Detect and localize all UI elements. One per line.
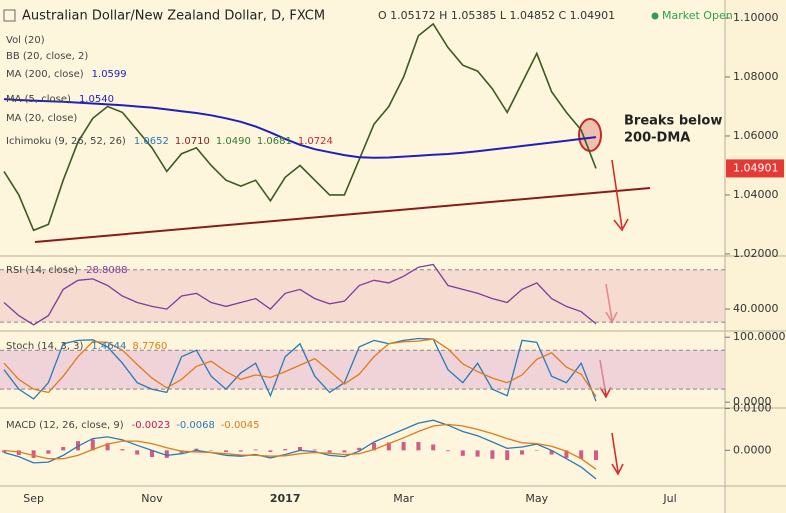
legend-label: RSI (14, close) bbox=[6, 265, 78, 276]
histogram-bar bbox=[475, 450, 480, 457]
histogram-bar bbox=[401, 441, 406, 451]
x-tick-label: Nov bbox=[141, 492, 163, 505]
histogram-bar bbox=[579, 450, 584, 459]
legend-label: Vol (20) bbox=[6, 35, 45, 46]
legend-label: MA (5, close) bbox=[6, 94, 71, 105]
y-tick-label: 0.0000 bbox=[733, 395, 772, 408]
histogram-bar bbox=[194, 448, 199, 451]
histogram-bar bbox=[2, 450, 6, 453]
y-tick-label: 0.0100 bbox=[733, 401, 772, 414]
legend-readout: 1.0681 bbox=[257, 136, 292, 147]
histogram-bar bbox=[594, 450, 598, 460]
histogram-bar bbox=[327, 450, 332, 453]
x-tick-label: Mar bbox=[393, 492, 414, 505]
last-price-label: 1.04901 bbox=[733, 161, 779, 174]
y-tick-label: 1.06000 bbox=[733, 129, 779, 142]
histogram-bar bbox=[135, 450, 140, 455]
histogram-bar bbox=[520, 450, 524, 455]
legend-label: MA (200, close) bbox=[6, 69, 84, 80]
legend-readout: 1.4644 bbox=[91, 341, 126, 352]
legend-readout: 28.8088 bbox=[86, 265, 127, 276]
legend-readout: 1.0540 bbox=[79, 94, 114, 105]
histogram-bar bbox=[460, 450, 465, 456]
legend-label: Stoch (14, 3, 3) bbox=[6, 341, 83, 352]
histogram-bar bbox=[164, 450, 169, 458]
histogram-bar bbox=[446, 450, 450, 452]
legend-readout: -0.0068 bbox=[176, 420, 215, 431]
histogram-bar bbox=[46, 450, 51, 454]
histogram-bar bbox=[416, 441, 421, 451]
histogram-bar bbox=[490, 450, 495, 459]
status-dot bbox=[651, 12, 659, 20]
x-tick-label: May bbox=[525, 492, 548, 505]
histogram-bar bbox=[312, 449, 317, 451]
collapse-icon[interactable] bbox=[3, 9, 16, 22]
band bbox=[0, 269, 725, 323]
y-tick-label: 1.02000 bbox=[733, 247, 779, 260]
histogram-bar bbox=[505, 450, 510, 460]
y-tick-label: 1.04000 bbox=[733, 188, 779, 201]
market-status: Market Open bbox=[662, 9, 733, 22]
histogram-bar bbox=[105, 443, 110, 451]
histogram-bar bbox=[253, 449, 258, 451]
series-line bbox=[3, 419, 597, 480]
histogram-bar bbox=[357, 447, 362, 451]
y-tick-label: 1.10000 bbox=[733, 11, 779, 24]
annotation: 200-DMA bbox=[624, 131, 690, 146]
histogram-bar bbox=[372, 442, 376, 451]
legend-label: Ichimoku (9, 26, 52, 26) bbox=[6, 136, 126, 147]
legend-readout: 1.0710 bbox=[175, 136, 210, 147]
legend-readout: 1.0724 bbox=[298, 136, 333, 147]
histogram-bar bbox=[283, 449, 288, 451]
histogram-bar bbox=[150, 450, 154, 458]
y-tick-label: 1.08000 bbox=[733, 70, 779, 83]
y-tick-label: 100.0000 bbox=[733, 330, 786, 343]
series-line bbox=[3, 22, 597, 232]
annotation: Breaks below bbox=[624, 114, 722, 129]
series-line bbox=[3, 98, 597, 159]
histogram-bar bbox=[90, 439, 95, 451]
histogram-bar bbox=[298, 447, 302, 451]
series-line bbox=[3, 338, 597, 397]
ohlc: O 1.05172 H 1.05385 L 1.04852 C 1.04901 bbox=[378, 9, 615, 22]
histogram-bar bbox=[209, 450, 214, 451]
y-tick-label: 0.0000 bbox=[733, 443, 772, 456]
legend-readout: 1.0599 bbox=[92, 69, 127, 80]
legend-readout: -0.0045 bbox=[221, 420, 260, 431]
x-tick-label: Sep bbox=[23, 492, 44, 505]
histogram-bar bbox=[564, 450, 569, 458]
histogram-bar bbox=[61, 447, 66, 451]
y-tick-label: 40.0000 bbox=[733, 302, 779, 315]
histogram-bar bbox=[534, 450, 539, 451]
histogram-bar bbox=[431, 444, 436, 451]
legend-readout: 8.7760 bbox=[132, 341, 167, 352]
histogram-bar bbox=[224, 450, 228, 453]
legend-label: BB (20, close, 2) bbox=[6, 51, 88, 62]
histogram-bar bbox=[31, 450, 36, 458]
legend-readout: 1.0652 bbox=[134, 136, 169, 147]
legend-readout: -0.0023 bbox=[132, 420, 171, 431]
histogram-bar bbox=[268, 450, 273, 453]
histogram-bar bbox=[342, 450, 347, 453]
histogram-bar bbox=[120, 449, 125, 451]
series-line bbox=[3, 263, 597, 326]
last-price-box bbox=[726, 159, 784, 178]
chart-title: Australian Dollar/New Zealand Dollar, D,… bbox=[22, 9, 325, 24]
legend-label: MACD (12, 26, close, 9) bbox=[6, 420, 124, 431]
series-line bbox=[3, 423, 597, 470]
histogram-bar bbox=[238, 450, 243, 452]
trendline bbox=[34, 187, 651, 243]
histogram-bar bbox=[386, 442, 391, 451]
legend-label: MA (20, close) bbox=[6, 113, 77, 124]
histogram-bar bbox=[549, 450, 554, 455]
series-line bbox=[3, 337, 597, 402]
x-tick-label: 2017 bbox=[270, 492, 301, 505]
x-tick-label: Jul bbox=[662, 492, 676, 505]
legend-readout: 1.0490 bbox=[216, 136, 251, 147]
